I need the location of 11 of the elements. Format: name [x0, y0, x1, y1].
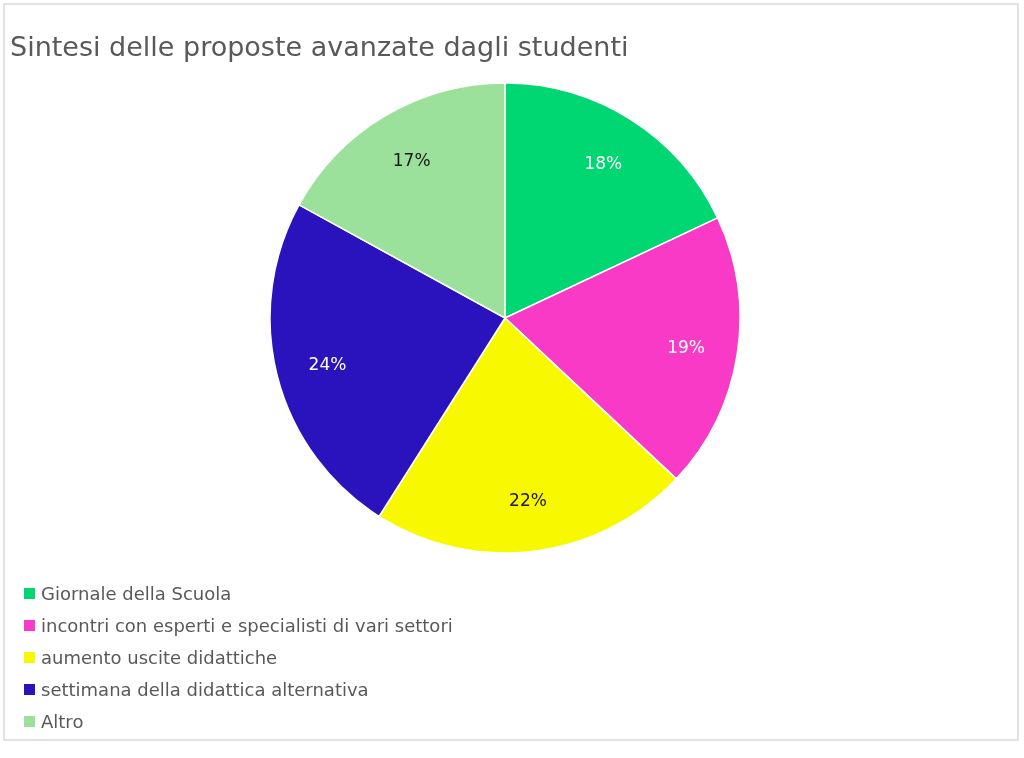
data-label: 24% [308, 353, 347, 374]
legend-label: aumento uscite didattiche [41, 646, 278, 668]
data-label: 17% [392, 150, 431, 171]
chart-title: Sintesi delle proposte avanzate dagli studenti [10, 30, 629, 62]
data-label: 19% [667, 336, 705, 357]
legend-label: incontri con esperti e specialisti di vari settori [41, 614, 453, 636]
data-label: 18% [584, 153, 623, 174]
legend-label: Altro [41, 710, 84, 732]
legend-label: settimana della didattica alternativa [41, 678, 369, 700]
legend-label: Giornale della Scuola [41, 582, 232, 604]
data-label: 22% [509, 489, 547, 510]
